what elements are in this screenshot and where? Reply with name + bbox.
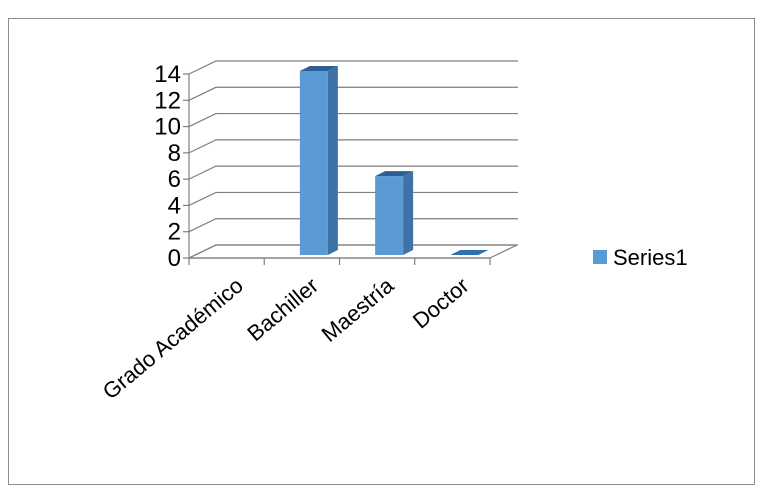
bar-flat — [450, 250, 489, 255]
bar — [299, 66, 338, 255]
bar-top — [375, 171, 414, 177]
gridline — [188, 191, 518, 206]
gridlines — [183, 60, 518, 259]
bar-front — [375, 176, 404, 255]
bar — [450, 250, 489, 255]
legend-swatch-series1 — [593, 250, 607, 264]
bar-side — [327, 66, 338, 255]
legend: Series1 — [593, 245, 688, 270]
y-tick-label: 8 — [168, 140, 181, 167]
gridline — [188, 244, 518, 259]
y-tick-label: 2 — [168, 219, 181, 246]
bar-side — [403, 171, 414, 255]
bar-top — [299, 66, 338, 71]
y-tick-label: 4 — [168, 192, 181, 219]
bar — [375, 171, 414, 255]
bar-front — [299, 71, 328, 255]
y-tick-label: 6 — [168, 166, 181, 193]
gridline — [188, 86, 518, 101]
y-tick-label: 14 — [154, 61, 181, 88]
y-tick-label: 0 — [168, 245, 181, 272]
legend-label-series1: Series1 — [613, 245, 688, 270]
gridline — [188, 60, 518, 75]
gridline — [188, 112, 518, 128]
x-axis — [188, 257, 491, 265]
gridline — [188, 218, 518, 233]
gridline — [188, 139, 518, 154]
bars — [299, 66, 489, 255]
y-tick-label: 12 — [154, 87, 181, 114]
gridline — [188, 165, 518, 180]
y-tick-label: 10 — [154, 114, 181, 141]
